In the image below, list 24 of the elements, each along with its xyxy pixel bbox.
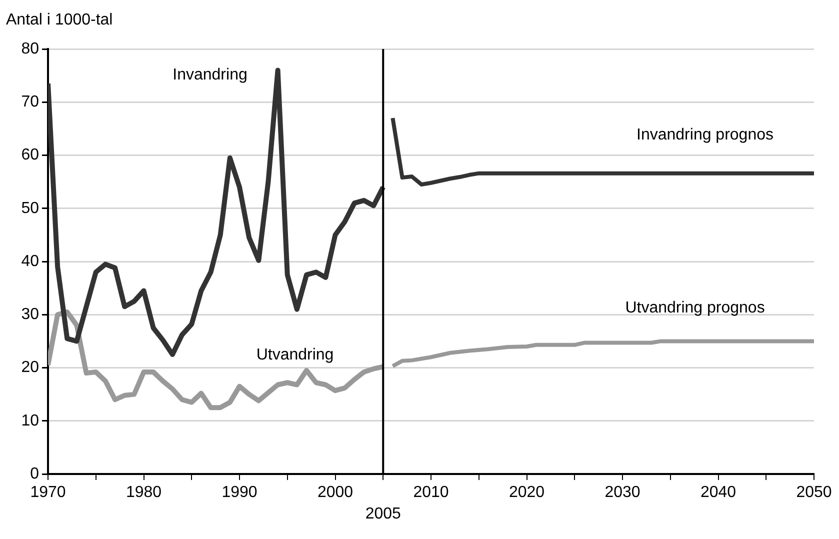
y-tick-label: 20 (21, 359, 40, 376)
x-tick-label: 1980 (126, 484, 162, 502)
series-label: Invandring prognos (636, 126, 774, 144)
ref-line-label: 2005 (365, 505, 402, 522)
y-tick-label: 50 (21, 200, 40, 217)
x-tick-label: 2050 (796, 484, 832, 502)
y-tick-label: 60 (21, 146, 40, 164)
y-axis-title: Antal i 1000-tal (6, 11, 113, 28)
x-tick-label: 2000 (317, 484, 354, 502)
y-tick-label: 80 (21, 40, 40, 58)
x-tick-label: 2010 (413, 484, 449, 502)
x-tick-label: 1990 (222, 484, 258, 502)
x-tick-label: 2020 (508, 484, 545, 502)
y-tick-label: 40 (21, 252, 40, 270)
y-tick-label: 0 (30, 465, 40, 482)
y-tick-label: 30 (21, 306, 40, 324)
series-label: Utvandring (256, 346, 334, 364)
y-tick-label: 70 (21, 94, 40, 111)
y-tick-label: 10 (21, 412, 40, 430)
x-tick-label: 1970 (30, 484, 66, 502)
series-label: Invandring (172, 66, 248, 84)
series-label: Utvandring prognos (625, 299, 765, 316)
x-tick-label: 2030 (604, 484, 640, 502)
x-tick-label: 2040 (700, 484, 736, 502)
